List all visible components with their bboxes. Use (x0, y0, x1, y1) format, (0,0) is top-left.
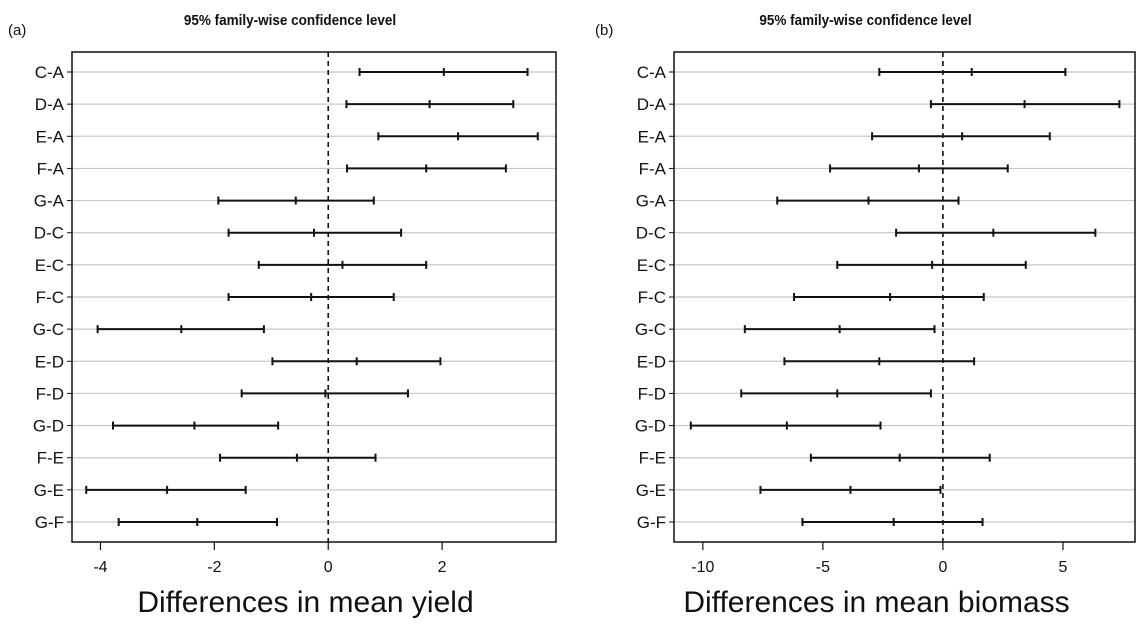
y-tick-label: C-A (35, 63, 65, 82)
y-tick-label: G-A (636, 192, 667, 211)
panel-a: (a) 95% family-wise confidence level C-A… (8, 12, 557, 619)
y-tick-label: G-F (637, 513, 666, 532)
y-tick-label: F-A (639, 159, 667, 178)
y-tick-label: G-D (635, 417, 666, 436)
y-tick-label: E-A (638, 127, 667, 146)
y-tick-label: C-A (637, 63, 667, 82)
y-tick-label: F-E (37, 449, 64, 468)
x-tick-label: -4 (93, 559, 107, 576)
y-tick-label: G-E (34, 481, 64, 500)
y-tick-label: F-D (36, 384, 64, 403)
chart-title: 95% family-wise confidence level (183, 12, 397, 29)
y-tick-label: G-D (33, 417, 64, 436)
y-tick-label: G-E (636, 481, 666, 500)
x-tick-label: 2 (438, 559, 447, 576)
y-tick-label: E-C (35, 256, 64, 275)
plot-frame (673, 51, 1136, 543)
y-tick-label: G-C (635, 320, 666, 339)
y-tick-label: G-F (35, 513, 64, 532)
y-tick-label: G-A (34, 192, 65, 211)
x-tick-label: 0 (324, 559, 333, 576)
y-tick-label: E-A (36, 127, 65, 146)
interval-plot-yield: C-A D-A E-A F-A G-A D-C E-C F-C G-C E-D F-D G-D F-E G… (33, 51, 557, 576)
panel-label: (b) (595, 22, 614, 39)
y-tick-label: E-C (637, 256, 666, 275)
chart-title: 95% family-wise confidence level (759, 12, 972, 29)
panel-label: (a) (8, 22, 27, 39)
plot-frame (71, 51, 557, 543)
x-axis-label: Differences in mean yield (137, 586, 474, 619)
y-tick-label: E-D (35, 352, 64, 371)
y-tick-label: F-A (37, 159, 65, 178)
y-tick-label: G-C (33, 320, 64, 339)
y-tick-label: F-D (638, 384, 666, 403)
y-tick-label: D-A (35, 95, 65, 114)
y-tick-label: D-C (34, 224, 64, 243)
x-tick-label: 0 (938, 559, 947, 576)
y-tick-label: F-C (638, 288, 666, 307)
x-tick-label: -10 (691, 559, 714, 576)
y-tick-label: E-D (637, 352, 666, 371)
y-tick-label: F-C (36, 288, 64, 307)
panel-b: (b) 95% family-wise confidence level C-A… (571, 0, 1142, 630)
y-tick-label: D-A (637, 95, 667, 114)
y-tick-label: D-C (636, 224, 666, 243)
y-tick-label: F-E (639, 449, 666, 468)
x-tick-label: 5 (1059, 559, 1068, 576)
interval-plot-biomass: C-A D-A E-A F-A G-A D-C E-C F-C G-C E-D F-D G-D F-E G… (635, 51, 1136, 576)
x-axis-label: Differences in mean biomass (683, 586, 1070, 619)
x-tick-label: -5 (816, 559, 830, 576)
x-tick-label: -2 (207, 559, 221, 576)
